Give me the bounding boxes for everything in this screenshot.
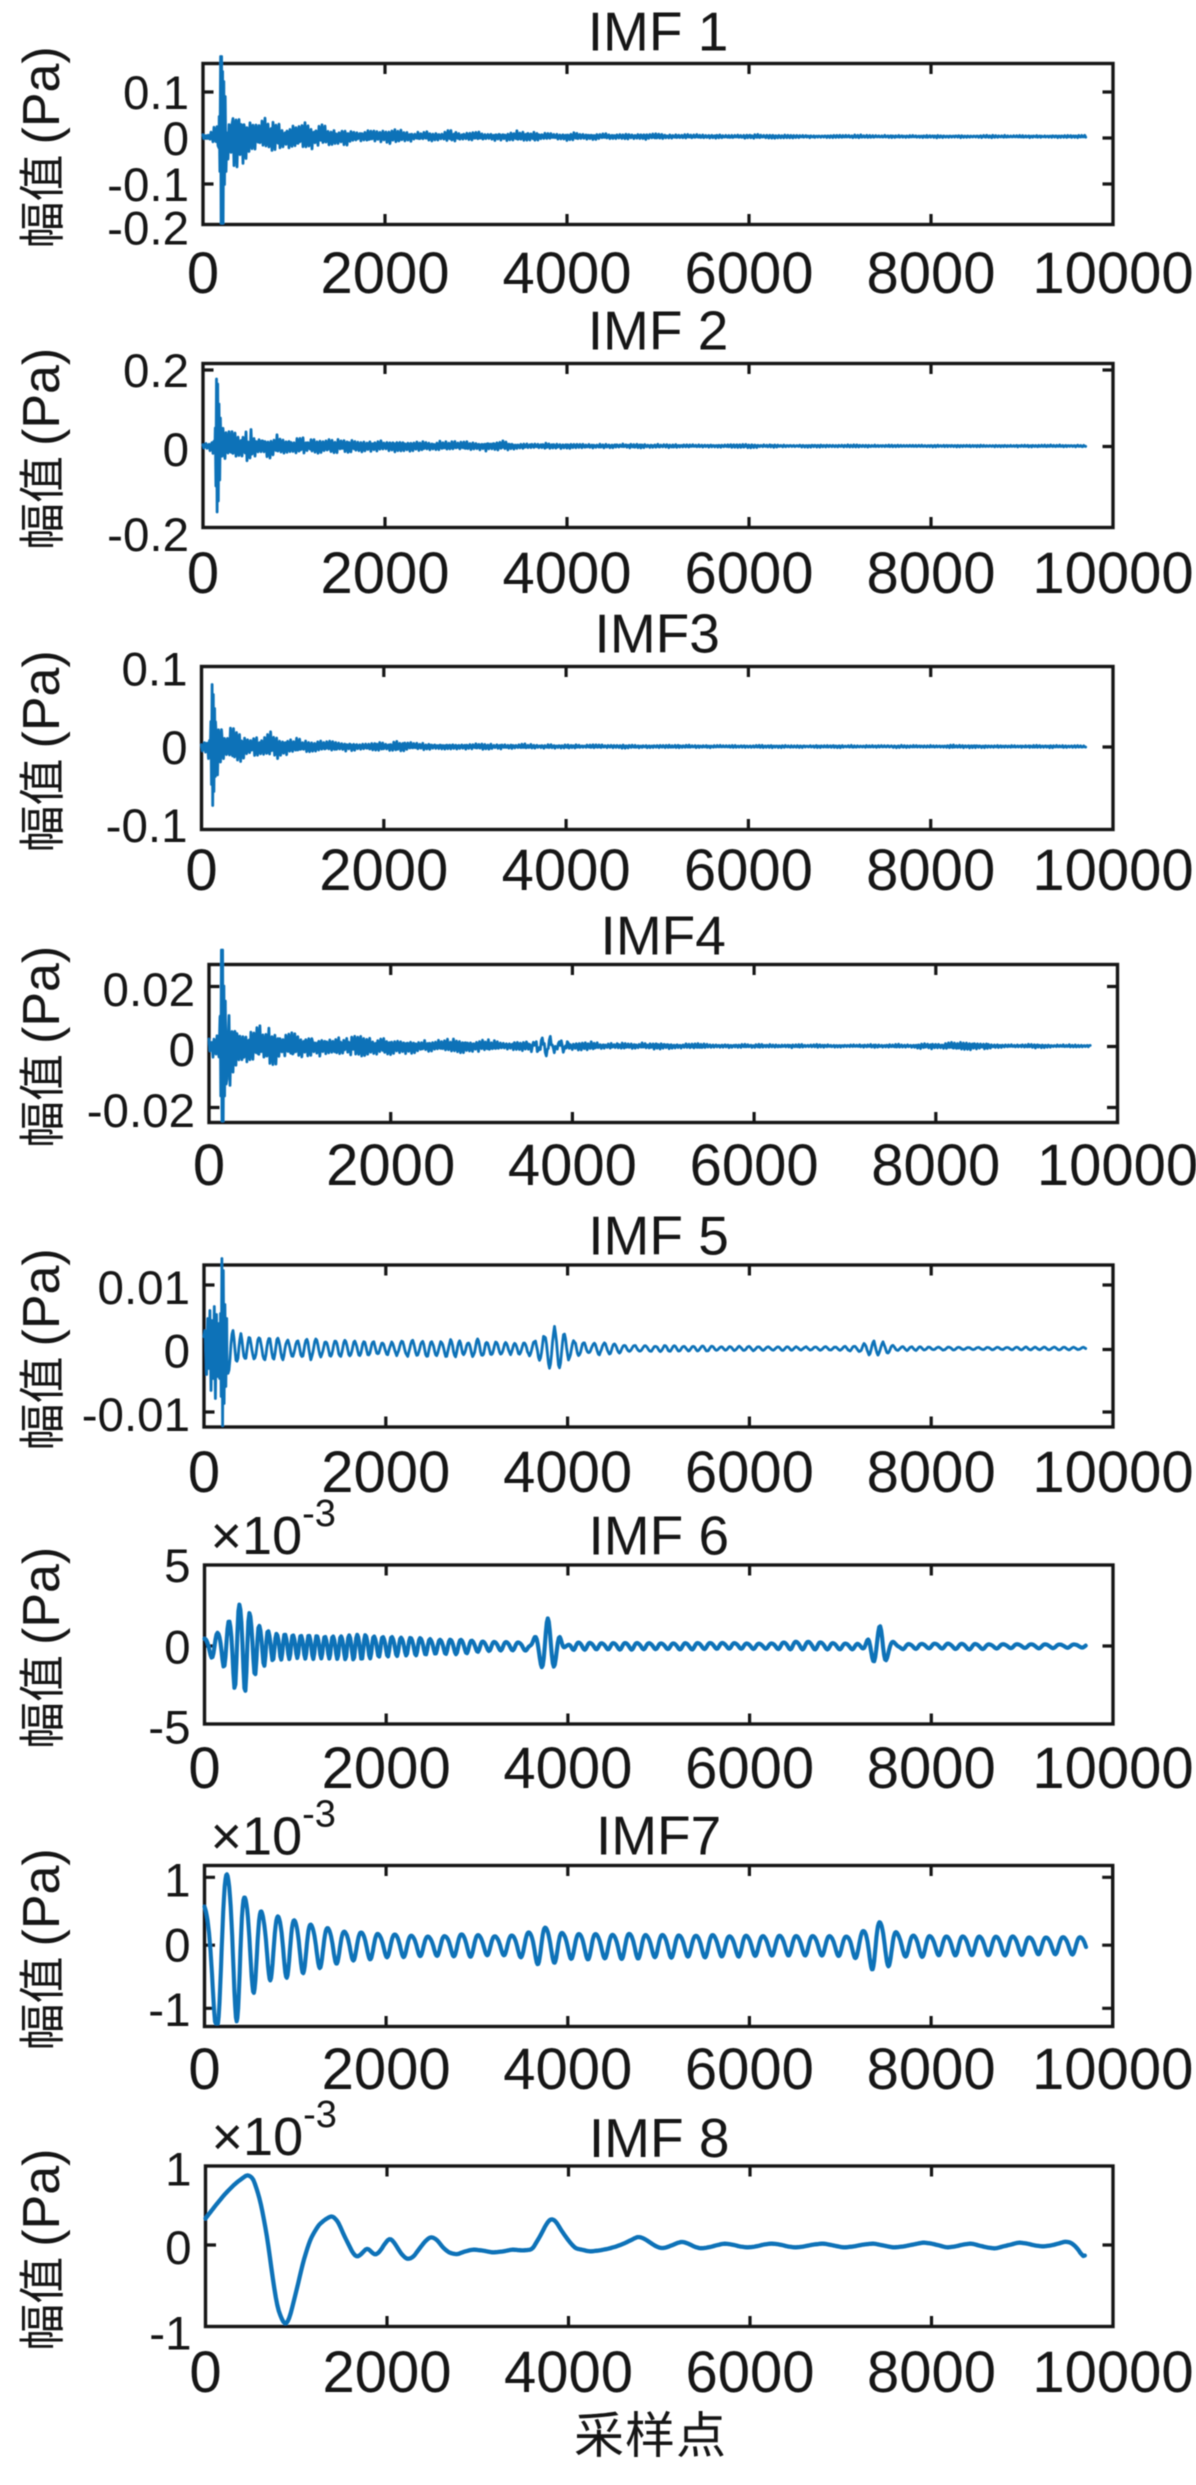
svg-text:1: 1	[164, 1854, 190, 1907]
svg-text:IMF7: IMF7	[596, 1805, 721, 1867]
svg-text:0: 0	[163, 113, 189, 166]
svg-text:IMF4: IMF4	[601, 905, 726, 967]
svg-text:0.1: 0.1	[121, 644, 187, 697]
svg-text:IMF 2: IMF 2	[588, 300, 729, 362]
svg-text:0: 0	[164, 1920, 190, 1973]
svg-text:8000: 8000	[867, 1440, 996, 1505]
svg-text:4000: 4000	[504, 2340, 633, 2405]
svg-text:0.2: 0.2	[123, 345, 189, 398]
svg-text:4000: 4000	[508, 1133, 637, 1198]
svg-text:0: 0	[165, 2222, 191, 2275]
svg-text:0: 0	[163, 424, 189, 477]
svg-text:4000: 4000	[503, 1736, 632, 1801]
svg-text:4000: 4000	[503, 2037, 632, 2102]
svg-text:0: 0	[193, 1133, 225, 1198]
svg-text:6000: 6000	[685, 2037, 814, 2102]
svg-text:4000: 4000	[502, 241, 631, 306]
svg-text:(Pa): (Pa)	[13, 650, 71, 748]
svg-text:(Pa): (Pa)	[13, 1547, 71, 1645]
svg-text:8000: 8000	[867, 2037, 996, 2102]
svg-text:(Pa): (Pa)	[13, 1248, 71, 1346]
svg-text:-5: -5	[148, 1702, 190, 1755]
svg-text:-0.1: -0.1	[107, 159, 189, 212]
svg-text:0.02: 0.02	[103, 964, 195, 1017]
svg-text:10000: 10000	[1032, 2037, 1193, 2102]
svg-text:8000: 8000	[866, 241, 995, 306]
svg-text:4000: 4000	[502, 541, 631, 606]
svg-text:0.1: 0.1	[123, 67, 189, 120]
svg-text:2000: 2000	[322, 2340, 451, 2405]
svg-text:(Pa): (Pa)	[13, 46, 71, 144]
svg-text:-0.2: -0.2	[107, 509, 189, 562]
svg-text:6000: 6000	[685, 1736, 814, 1801]
svg-text:-0.02: -0.02	[87, 1085, 195, 1138]
svg-text:8000: 8000	[866, 838, 995, 903]
svg-text:4000: 4000	[503, 1440, 632, 1505]
svg-text:0: 0	[164, 1621, 190, 1674]
svg-text:10000: 10000	[1037, 1133, 1196, 1198]
svg-text:0: 0	[161, 722, 187, 775]
svg-text:(Pa): (Pa)	[13, 348, 71, 446]
svg-text:IMF 6: IMF 6	[589, 1505, 730, 1567]
svg-text:2000: 2000	[321, 1440, 450, 1505]
svg-text:-1: -1	[148, 1984, 190, 2037]
svg-text:5: 5	[164, 1540, 190, 1593]
svg-text:2000: 2000	[319, 838, 448, 903]
svg-text:-0.01: -0.01	[82, 1389, 190, 1442]
svg-text:0: 0	[185, 838, 217, 903]
svg-text:(Pa): (Pa)	[13, 1848, 71, 1946]
svg-text:2000: 2000	[320, 541, 449, 606]
svg-text:10000: 10000	[1032, 1440, 1193, 1505]
svg-text:6000: 6000	[685, 1440, 814, 1505]
svg-text:6000: 6000	[685, 2340, 814, 2405]
svg-text:0: 0	[188, 1736, 220, 1801]
svg-text:6000: 6000	[684, 241, 813, 306]
svg-text:8000: 8000	[867, 2340, 996, 2405]
svg-text:2000: 2000	[322, 2037, 451, 2102]
svg-text:8000: 8000	[871, 1133, 1000, 1198]
svg-text:6000: 6000	[684, 541, 813, 606]
svg-text:0: 0	[187, 241, 219, 306]
svg-text:0.01: 0.01	[98, 1262, 190, 1315]
svg-text:(Pa): (Pa)	[13, 2149, 71, 2247]
svg-text:IMF 8: IMF 8	[589, 2107, 730, 2169]
svg-text:-1: -1	[149, 2307, 191, 2360]
svg-text:IMF3: IMF3	[595, 603, 720, 665]
svg-text:(Pa): (Pa)	[13, 946, 71, 1044]
svg-text:0: 0	[169, 1024, 195, 1077]
svg-text:10000: 10000	[1032, 241, 1193, 306]
svg-text:6000: 6000	[684, 838, 813, 903]
svg-text:IMF 5: IMF 5	[588, 1205, 729, 1267]
svg-text:-0.1: -0.1	[106, 800, 188, 853]
svg-text:2000: 2000	[326, 1133, 455, 1198]
svg-text:2000: 2000	[322, 1736, 451, 1801]
svg-text:10000: 10000	[1032, 541, 1193, 606]
svg-text:IMF 1: IMF 1	[588, 1, 729, 63]
svg-text:8000: 8000	[866, 541, 995, 606]
svg-text:-0.2: -0.2	[107, 203, 189, 256]
svg-text:0: 0	[164, 1326, 190, 1379]
svg-text:10000: 10000	[1032, 2340, 1193, 2405]
svg-text:10000: 10000	[1032, 838, 1193, 903]
svg-text:0: 0	[189, 2340, 221, 2405]
svg-text:4000: 4000	[502, 838, 631, 903]
svg-text:2000: 2000	[320, 241, 449, 306]
svg-text:6000: 6000	[690, 1133, 819, 1198]
svg-text:8000: 8000	[867, 1736, 996, 1801]
svg-text:0: 0	[188, 1440, 220, 1505]
svg-text:1: 1	[165, 2144, 191, 2197]
svg-text:0: 0	[187, 541, 219, 606]
svg-text:0: 0	[188, 2037, 220, 2102]
svg-text:10000: 10000	[1032, 1736, 1193, 1801]
